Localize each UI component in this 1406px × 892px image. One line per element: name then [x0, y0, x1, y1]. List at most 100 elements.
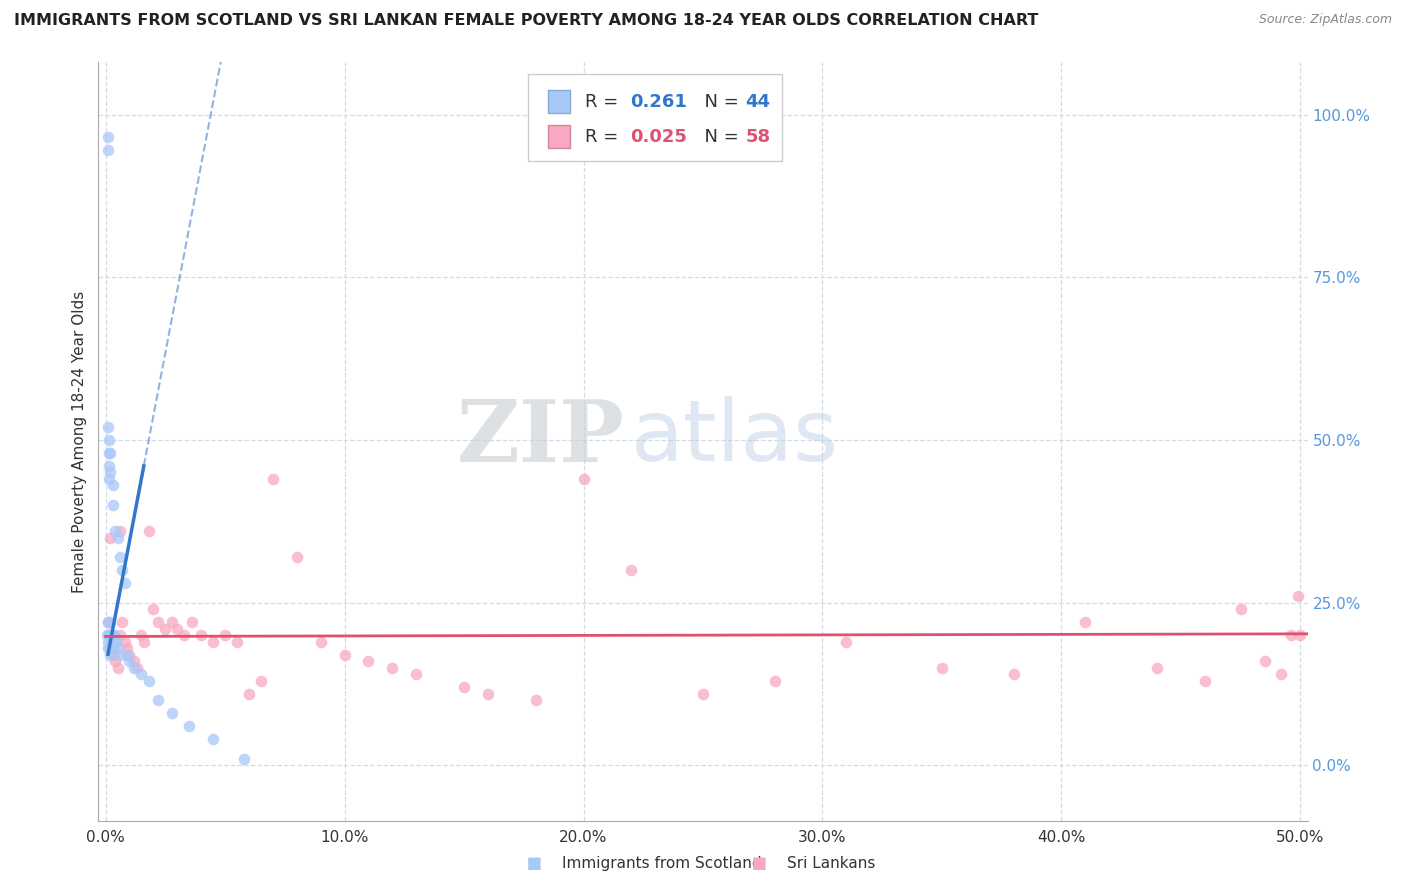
Point — [572, 472, 595, 486]
Point — [250, 673, 273, 688]
Point — [103, 628, 125, 642]
Text: ▪: ▪ — [751, 852, 768, 875]
Point — [1002, 667, 1025, 681]
Point — [190, 628, 212, 642]
Text: 0.261: 0.261 — [630, 93, 688, 111]
Point — [107, 641, 129, 656]
Text: IMMIGRANTS FROM SCOTLAND VS SRI LANKAN FEMALE POVERTY AMONG 18-24 YEAR OLDS CORR: IMMIGRANTS FROM SCOTLAND VS SRI LANKAN F… — [14, 13, 1039, 29]
FancyBboxPatch shape — [548, 126, 569, 148]
Point — [101, 641, 124, 656]
Point — [146, 693, 169, 707]
Point — [97, 433, 120, 447]
Point — [132, 634, 155, 648]
Point — [1286, 589, 1309, 603]
Point — [104, 634, 127, 648]
Point — [285, 550, 308, 565]
Point — [405, 667, 427, 681]
Point — [179, 719, 201, 733]
Point — [138, 524, 160, 538]
Point — [357, 654, 380, 668]
Point — [100, 634, 122, 648]
Point — [131, 628, 153, 642]
Point — [101, 498, 124, 512]
Point — [931, 661, 953, 675]
Point — [108, 524, 131, 538]
Text: N =: N = — [693, 128, 745, 145]
Point — [180, 615, 202, 629]
Text: R =: R = — [585, 128, 623, 145]
Point — [125, 661, 148, 675]
FancyBboxPatch shape — [548, 90, 569, 113]
Point — [115, 641, 138, 656]
Point — [98, 641, 121, 656]
Point — [202, 732, 225, 747]
Point — [97, 130, 120, 145]
Point — [155, 622, 177, 636]
Text: ZIP: ZIP — [457, 396, 624, 480]
FancyBboxPatch shape — [527, 74, 782, 161]
Point — [101, 648, 124, 662]
Text: Immigrants from Scotland: Immigrants from Scotland — [562, 856, 762, 871]
Y-axis label: Female Poverty Among 18-24 Year Olds: Female Poverty Among 18-24 Year Olds — [72, 291, 87, 592]
Point — [233, 752, 256, 766]
Point — [226, 634, 249, 648]
Text: R =: R = — [585, 93, 623, 111]
Point — [1074, 615, 1097, 629]
Point — [835, 634, 858, 648]
Point — [115, 648, 138, 662]
Point — [98, 628, 121, 642]
Point — [98, 458, 121, 473]
Point — [162, 615, 184, 629]
Point — [98, 472, 121, 486]
Point — [107, 661, 129, 675]
Text: N =: N = — [693, 93, 745, 111]
Point — [114, 576, 136, 591]
Point — [166, 622, 188, 636]
Point — [108, 550, 131, 565]
Point — [101, 628, 124, 642]
Point — [138, 673, 160, 688]
Point — [98, 628, 121, 642]
Point — [98, 628, 121, 642]
Point — [111, 615, 134, 629]
Point — [692, 687, 714, 701]
Point — [122, 654, 145, 668]
Point — [96, 641, 118, 656]
Point — [108, 648, 131, 662]
Point — [101, 478, 124, 492]
Text: ▪: ▪ — [526, 852, 543, 875]
Point — [100, 628, 122, 642]
Point — [97, 615, 120, 629]
Point — [477, 687, 499, 701]
Text: 44: 44 — [745, 93, 770, 111]
Point — [100, 641, 122, 656]
Point — [1289, 628, 1312, 642]
Point — [114, 634, 136, 648]
Point — [620, 563, 643, 577]
Point — [453, 680, 475, 694]
Point — [104, 524, 127, 538]
Point — [97, 615, 120, 629]
Point — [97, 446, 120, 460]
Point — [142, 602, 165, 616]
Point — [97, 420, 120, 434]
Point — [111, 563, 134, 577]
Point — [524, 693, 547, 707]
Point — [97, 143, 120, 157]
Point — [131, 667, 153, 681]
Point — [202, 634, 225, 648]
Text: Source: ZipAtlas.com: Source: ZipAtlas.com — [1258, 13, 1392, 27]
Point — [118, 654, 141, 668]
Text: 58: 58 — [745, 128, 770, 145]
Point — [214, 628, 236, 642]
Point — [1194, 673, 1216, 688]
Point — [238, 687, 260, 701]
Point — [333, 648, 356, 662]
Point — [107, 531, 129, 545]
Point — [381, 661, 404, 675]
Point — [105, 634, 128, 648]
Text: 0.025: 0.025 — [630, 128, 688, 145]
Point — [1270, 667, 1292, 681]
Point — [1229, 602, 1251, 616]
Point — [98, 615, 121, 629]
